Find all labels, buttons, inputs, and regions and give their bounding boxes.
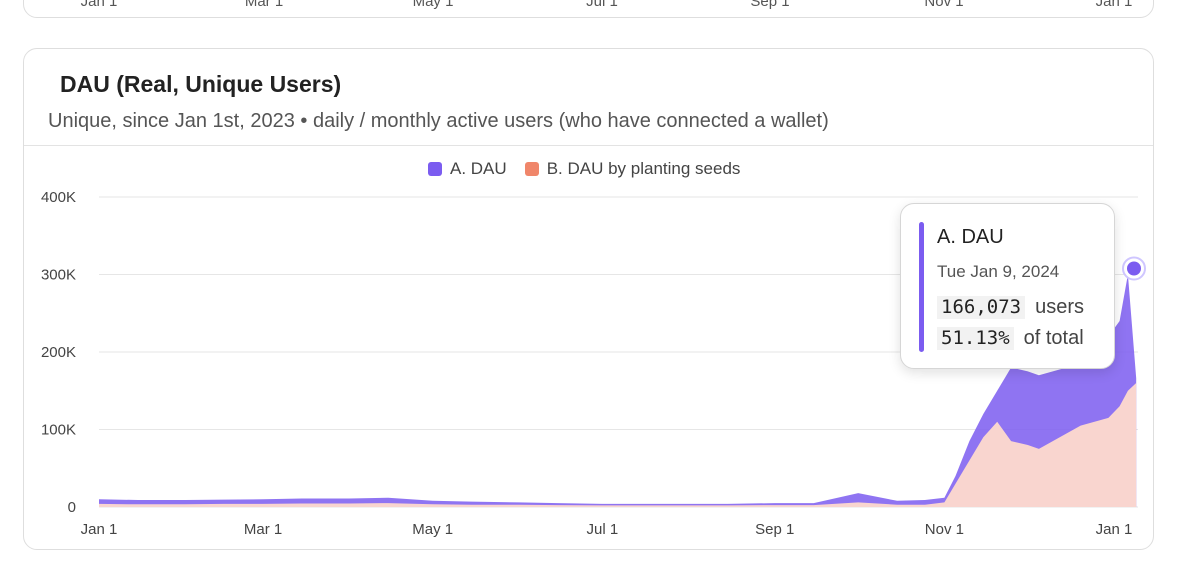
tooltip-value-suffix: users — [1035, 296, 1084, 318]
dau-chart-card: DAU (Real, Unique Users) Unique, since J… — [23, 48, 1154, 550]
chart-legend: A. DAU B. DAU by planting seeds — [428, 159, 740, 179]
tooltip-share: 51.13% — [937, 327, 1014, 350]
tooltip-value-row: 166,073 users — [937, 296, 1084, 319]
chart-subtitle: Unique, since Jan 1st, 2023 • daily / mo… — [48, 110, 829, 132]
series-area-seeds — [99, 383, 1137, 507]
area-chart[interactable]: 0 100K 200K 300K 400K Jan 1 Mar 1 May 1 Jul 1 Sep… — [24, 49, 1155, 551]
y-tick-label: 200K — [41, 344, 76, 361]
y-tick-label: 0 — [68, 499, 76, 516]
chart-tooltip: A. DAU Tue Jan 9, 2024 166,073 users 51.… — [900, 203, 1115, 369]
previous-chart-card: Jan 1 Mar 1 May 1 Jul 1 Sep 1 Nov 1 Jan 1 — [23, 0, 1154, 18]
y-tick-label: 100K — [41, 422, 76, 439]
x-tick-label: Mar 1 — [244, 521, 282, 538]
tooltip-share-suffix: of total — [1023, 327, 1084, 349]
tooltip-date: Tue Jan 9, 2024 — [937, 262, 1060, 281]
legend-item-dau[interactable]: A. DAU — [428, 159, 507, 179]
previous-chart-x-tick: Mar 1 — [244, 0, 284, 10]
previous-chart-x-tick: Nov 1 — [924, 0, 964, 10]
x-tick-label: Jan 1 — [1096, 521, 1133, 538]
x-tick-label: Jan 1 — [81, 521, 118, 538]
x-tick-label: Jul 1 — [586, 521, 618, 538]
chart-title: DAU (Real, Unique Users) — [60, 71, 342, 97]
tooltip-series-name: A. DAU — [937, 226, 1004, 248]
legend-swatch-seeds — [524, 162, 539, 176]
previous-chart-x-tick: Sep 1 — [750, 0, 790, 10]
tooltip-series-color-bar — [919, 222, 924, 352]
legend-label-dau: A. DAU — [450, 159, 507, 178]
x-tick-label: Sep 1 — [755, 521, 794, 538]
previous-chart-x-tick: Jan 1 — [80, 0, 118, 10]
tooltip-share-row: 51.13% of total — [937, 327, 1084, 350]
previous-chart-x-tick: Jan 1 — [1095, 0, 1133, 10]
x-tick-label: May 1 — [412, 521, 453, 538]
legend-item-seeds[interactable]: B. DAU by planting seeds — [524, 159, 741, 179]
highlight-point — [1127, 261, 1141, 276]
y-tick-label: 400K — [41, 189, 76, 206]
legend-label-seeds: B. DAU by planting seeds — [546, 159, 741, 178]
previous-chart-x-tick: Jul 1 — [586, 0, 618, 10]
legend-swatch-dau — [428, 162, 442, 176]
x-tick-label: Nov 1 — [925, 521, 964, 538]
tooltip-value: 166,073 — [937, 296, 1026, 319]
previous-chart-x-tick: May 1 — [412, 0, 454, 10]
card-divider — [24, 145, 1153, 146]
y-tick-label: 300K — [41, 267, 76, 284]
